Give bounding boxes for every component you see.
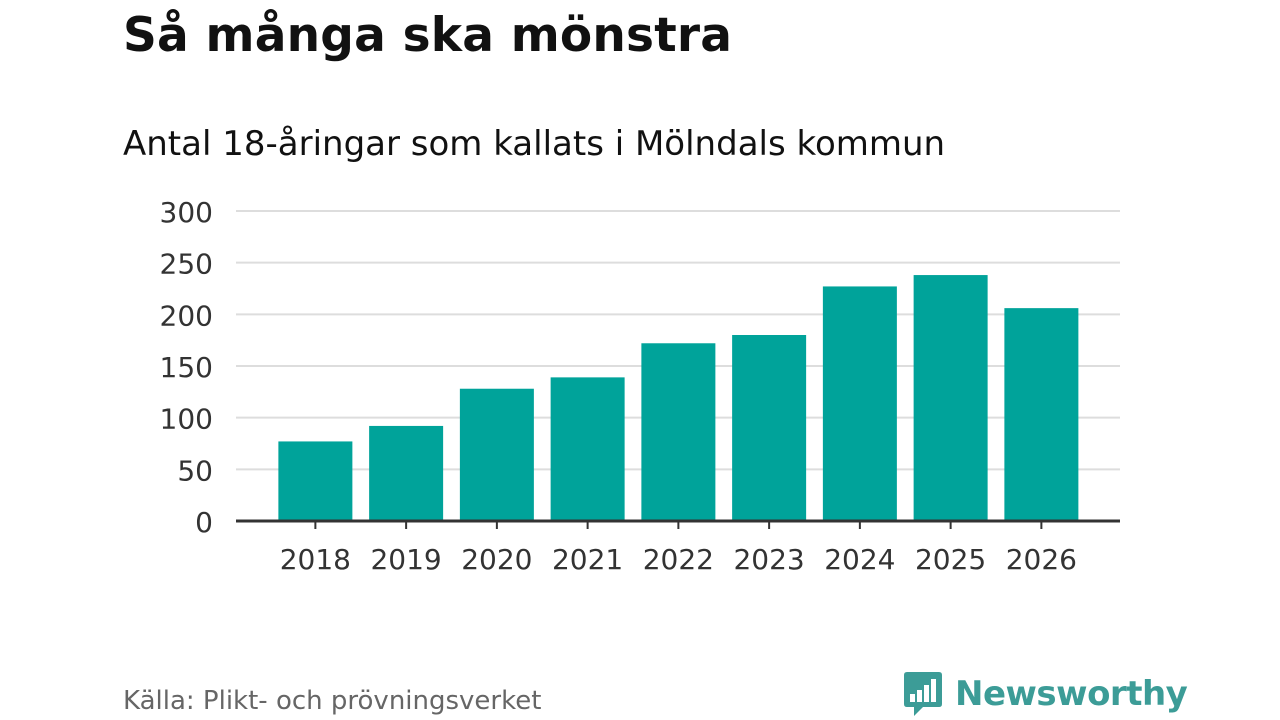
y-tick-label: 100 (160, 403, 213, 436)
x-tick-label: 2023 (733, 543, 804, 576)
x-tick-label: 2026 (1006, 543, 1077, 576)
axes: 0 50 100 150 200 250 300 2018 2019 2020 2021 2022 20… (160, 196, 1120, 576)
x-tick-label: 2018 (280, 543, 351, 576)
y-tick-label: 200 (160, 299, 213, 332)
chart-subtitle: Antal 18-åringar som kallats i Mölndals … (123, 124, 946, 164)
bar-2019 (369, 425, 444, 521)
x-tick-label: 2024 (824, 543, 895, 576)
bar-2025 (913, 275, 988, 521)
bar-chart: 0 50 100 150 200 250 300 2018 2019 2020 2021 2022 20… (160, 196, 1120, 576)
bar-2026 (1004, 308, 1079, 521)
bar-2023 (732, 335, 807, 521)
x-tick-label: 2025 (915, 543, 986, 576)
bar-2018 (278, 441, 353, 521)
bar-2022 (641, 343, 716, 521)
y-tick-label: 250 (160, 248, 213, 281)
y-tick-label: 150 (160, 351, 213, 384)
brand-name: Newsworthy (955, 674, 1188, 714)
x-tick-label: 2021 (552, 543, 623, 576)
source-note: Källa: Plikt- och prövningsverket (123, 686, 542, 716)
y-tick-label: 0 (195, 506, 213, 539)
bar-2021 (550, 377, 625, 521)
brand-logo[interactable]: Newsworthy (903, 670, 1188, 718)
y-tick-label: 50 (177, 454, 213, 487)
bar-2024 (822, 286, 897, 521)
x-tick-label: 2022 (643, 543, 714, 576)
bar-2020 (459, 388, 534, 521)
chart-title: Så många ska mönstra (123, 8, 733, 63)
bars (278, 275, 1079, 521)
x-tick-label: 2020 (461, 543, 532, 576)
y-tick-label: 300 (160, 196, 213, 229)
x-tick-label: 2019 (370, 543, 441, 576)
newsworthy-logo-icon (904, 672, 942, 716)
